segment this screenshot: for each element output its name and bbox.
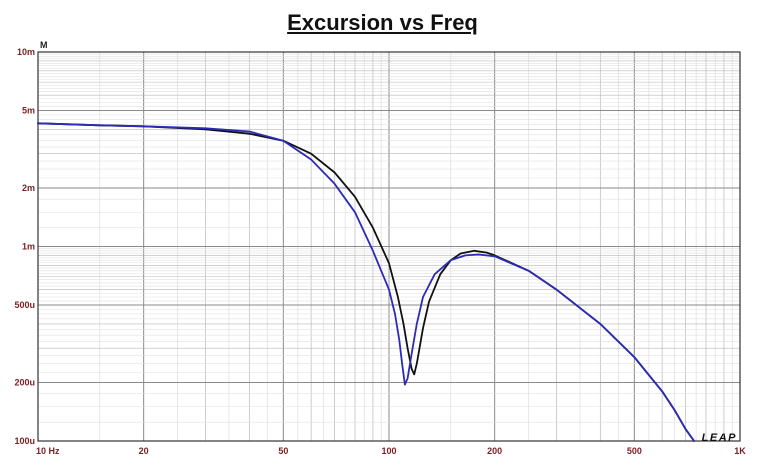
- y-tick-label: 2m: [22, 183, 35, 193]
- grid: [38, 52, 740, 441]
- y-axis-tick-labels: 10m 5m 2m 1m 500u 200u 100u: [14, 47, 35, 446]
- x-tick-label: 50: [278, 446, 288, 456]
- y-axis-unit-label: M: [40, 40, 48, 50]
- x-tick-label: 10 Hz: [36, 446, 60, 456]
- x-tick-label: 200: [487, 446, 502, 456]
- y-tick-label: 500u: [14, 300, 35, 310]
- leap-watermark: LEAP: [702, 432, 737, 444]
- x-axis-tick-labels: 10 Hz 20 50 100 200 500 1K: [36, 446, 746, 456]
- y-tick-label: 5m: [22, 106, 35, 116]
- series: [37, 122, 695, 442]
- series-line-2: [37, 122, 695, 442]
- chart-title: Excursion vs Freq: [287, 10, 478, 35]
- y-tick-label: 100u: [14, 436, 35, 446]
- x-tick-label: 500: [627, 446, 642, 456]
- y-tick-label: 1m: [22, 242, 35, 252]
- x-tick-label: 100: [381, 446, 396, 456]
- series-line-1: [37, 122, 695, 442]
- x-tick-label: 20: [139, 446, 149, 456]
- x-tick-label: 1K: [734, 446, 746, 456]
- plot-frame: [37, 51, 741, 442]
- y-tick-label: 10m: [17, 47, 35, 57]
- y-tick-label: 200u: [14, 377, 35, 387]
